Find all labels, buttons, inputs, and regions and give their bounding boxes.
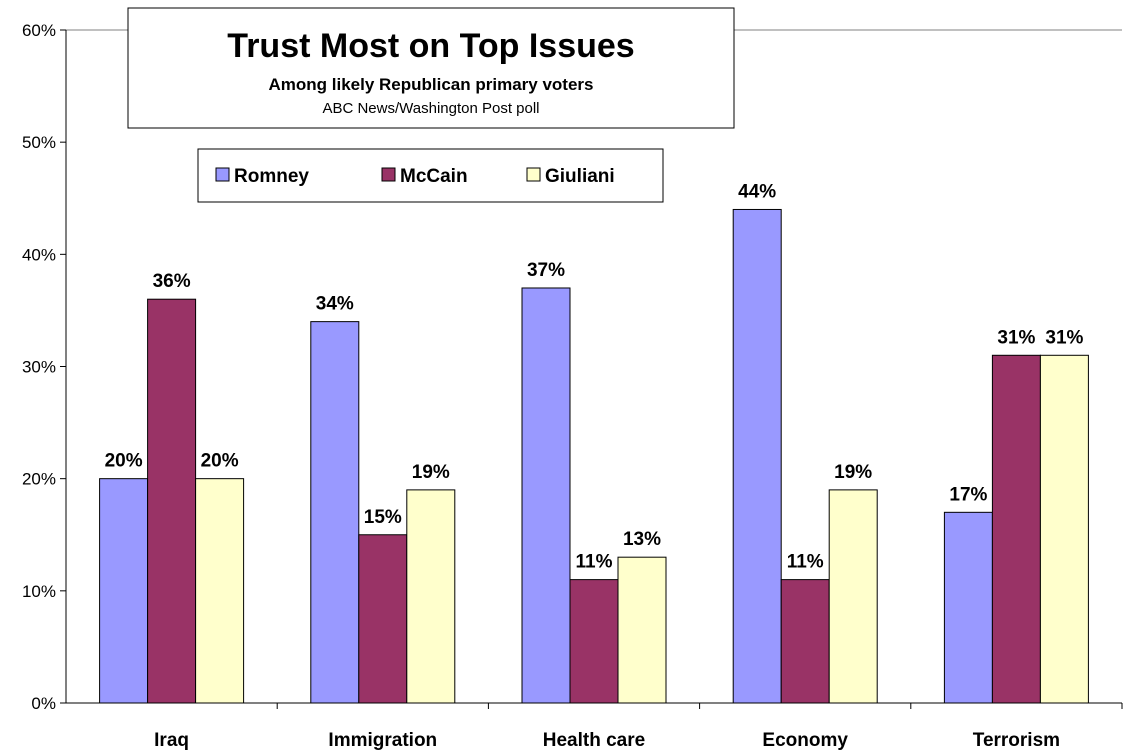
bar-mccain — [147, 298, 197, 704]
y-tick-label: 0% — [31, 694, 56, 713]
bar-mccain — [991, 354, 1041, 704]
chart-title: Trust Most on Top Issues — [227, 27, 634, 65]
legend-swatch-giuliani — [526, 167, 541, 182]
bar-giuliani — [406, 489, 456, 704]
bar-romney — [521, 287, 571, 704]
data-label: 31% — [1045, 327, 1083, 348]
legend-label-giuliani: Giuliani — [545, 166, 615, 187]
data-label: 19% — [412, 462, 450, 483]
bar-giuliani — [1039, 354, 1089, 704]
y-tick-label: 10% — [22, 582, 56, 601]
bar-romney — [310, 321, 360, 704]
bar-giuliani — [828, 489, 878, 704]
bar-giuliani — [617, 556, 667, 704]
y-tick-label: 30% — [22, 358, 56, 377]
x-tick-label: Health care — [543, 730, 645, 751]
data-label: 36% — [153, 271, 191, 292]
data-label: 11% — [576, 552, 613, 573]
chart-axes: 0% 10% 20% 30% 40% 50% 60% Iraq Immigration Healt… — [22, 21, 1123, 751]
bar-romney — [732, 208, 782, 704]
chart-data-labels: 20% 36% 20% 34% 15% 19% 37% 11% 13% 44% 11% 19% 17% 3… — [105, 181, 1084, 572]
data-label: 34% — [316, 294, 354, 315]
bar-mccain — [780, 579, 830, 704]
legend: Romney McCain Giuliani — [197, 148, 664, 203]
data-label: 15% — [364, 507, 402, 528]
bar-romney — [943, 511, 993, 704]
x-tick-label: Iraq — [154, 730, 189, 751]
y-tick-label: 20% — [22, 470, 56, 489]
data-label: 31% — [997, 327, 1035, 348]
chart-source: ABC News/Washington Post poll — [322, 100, 539, 117]
chart-subtitle: Among likely Republican primary voters — [269, 75, 594, 94]
data-label: 20% — [201, 451, 239, 472]
data-label: 37% — [527, 260, 565, 281]
bar-mccain — [569, 579, 619, 704]
legend-swatch-mccain — [381, 167, 396, 182]
bar-romney — [99, 478, 149, 704]
bar-mccain — [358, 534, 408, 704]
y-tick-label: 50% — [22, 133, 56, 152]
data-label: 11% — [787, 552, 824, 573]
y-tick-label: 60% — [22, 21, 56, 40]
data-label: 13% — [623, 529, 661, 550]
legend-swatch-romney — [215, 167, 230, 182]
data-label: 19% — [834, 462, 872, 483]
title-box: Trust Most on Top Issues Among likely Re… — [127, 7, 735, 129]
x-tick-label: Immigration — [328, 730, 437, 751]
data-label: 44% — [738, 181, 776, 202]
chart-bars — [99, 208, 1089, 704]
y-tick-label: 40% — [22, 245, 56, 264]
x-tick-label: Terrorism — [973, 730, 1060, 751]
legend-label-romney: Romney — [234, 166, 309, 187]
data-label: 17% — [949, 484, 987, 505]
data-label: 20% — [105, 451, 143, 472]
legend-label-mccain: McCain — [400, 166, 468, 187]
x-tick-label: Economy — [762, 730, 848, 751]
bar-giuliani — [195, 478, 245, 704]
